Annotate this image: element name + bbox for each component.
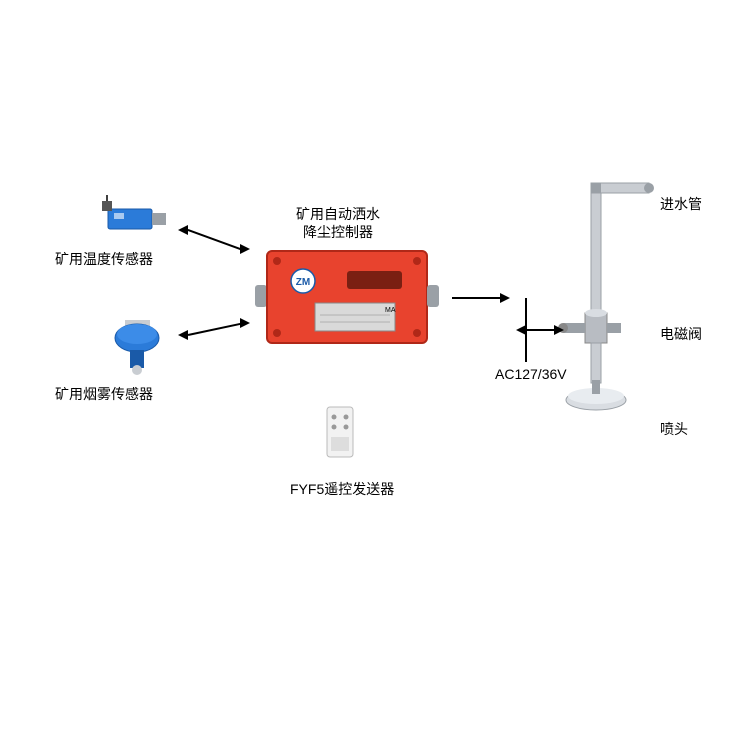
pipe-assembly-icon [555, 175, 655, 445]
svg-text:ZM: ZM [296, 277, 310, 288]
controller-label: 矿用自动洒水 降尘控制器 [296, 205, 380, 241]
svg-text:MA: MA [385, 307, 396, 314]
temp-sensor-label: 矿用温度传感器 [55, 250, 153, 268]
remote-icon [325, 405, 355, 460]
solenoid-label: 电磁阀 [660, 325, 702, 343]
smoke-sensor-icon [110, 320, 165, 380]
pipe-in-label: 进水管 [660, 195, 702, 213]
diagram-canvas: { "labels": { "temp_sensor": "矿用温度传感器", … [0, 0, 750, 750]
controller-icon: ZM MA [255, 245, 440, 350]
remote-label: FYF5遥控发送器 [290, 480, 394, 498]
smoke-sensor-label: 矿用烟雾传感器 [55, 385, 153, 403]
nozzle-label: 喷头 [660, 420, 688, 438]
temp-sensor-icon [100, 195, 170, 235]
